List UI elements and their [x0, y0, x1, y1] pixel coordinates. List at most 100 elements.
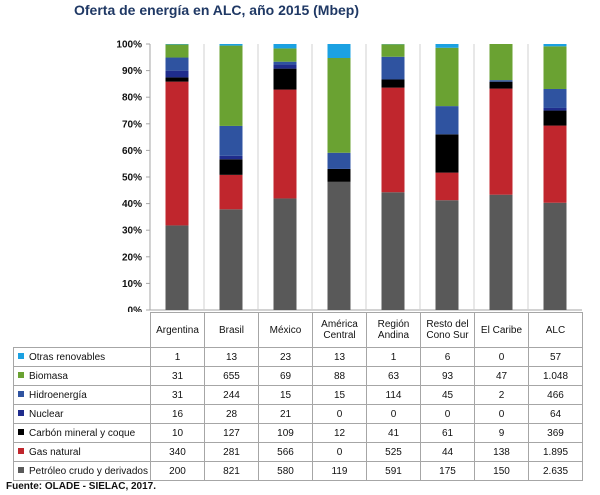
table-cell: 12 [312, 423, 367, 443]
bar-segment-carb-n-mineral-y-coque [165, 77, 189, 82]
legend-label: Biomasa [29, 370, 68, 382]
table-cell: 281 [204, 442, 259, 462]
legend-entry: Otras renovables [13, 347, 151, 367]
legend-label: Petróleo crudo y derivados [29, 465, 148, 477]
table-cell: 340 [150, 442, 205, 462]
bar-segment-hidroenerg-a [327, 152, 351, 169]
bar-segment-petr-leo-crudo-y-derivados [273, 198, 297, 310]
table-cell: 64 [528, 404, 583, 424]
y-tick-label: 20% [122, 252, 142, 263]
table-cell: 119 [312, 461, 367, 481]
table-col-header: Argentina [150, 312, 205, 348]
table-cell: 1.048 [528, 366, 583, 386]
bar-segment-nuclear [165, 70, 189, 78]
table-corner [13, 312, 151, 348]
table-cell: 114 [366, 385, 421, 405]
bar-segment-carb-n-mineral-y-coque [219, 159, 243, 175]
table-cell: 6 [420, 347, 475, 367]
bar-segment-gas-natural [489, 88, 513, 195]
table-cell: 0 [312, 404, 367, 424]
table-cell: 109 [258, 423, 313, 443]
table-row: Carbón mineral y coque 10 127 109 12 41 61 9 369 [13, 423, 583, 443]
table-cell: 15 [312, 385, 367, 405]
bar-segment-petr-leo-crudo-y-derivados [381, 192, 405, 310]
y-tick-label: 10% [122, 279, 142, 290]
legend-label: Otras renovables [29, 351, 106, 363]
bar-segment-petr-leo-crudo-y-derivados [165, 225, 189, 310]
table-col-header: Resto del Cono Sur [420, 312, 475, 348]
table-cell: 2.635 [528, 461, 583, 481]
bar-segment-gas-natural [435, 172, 459, 201]
legend-entry: Hidroenergía [13, 385, 151, 405]
legend-label: Nuclear [29, 408, 64, 420]
table-header-row: Argentina Brasil México América Central Regió… [13, 312, 583, 348]
table-cell: 0 [366, 404, 421, 424]
legend-entry: Carbón mineral y coque [13, 423, 151, 443]
bar-segment-biomasa [435, 47, 459, 107]
table-row: Hidroenergía 31 244 15 15 114 45 2 466 [13, 385, 583, 405]
table-row: Biomasa 31 655 69 88 63 93 47 1.048 [13, 366, 583, 386]
bar-segment-biomasa [165, 44, 189, 58]
table-cell: 93 [420, 366, 475, 386]
table-cell: 69 [258, 366, 313, 386]
table-cell: 13 [204, 347, 259, 367]
legend-swatch [18, 428, 24, 435]
legend-entry: Biomasa [13, 366, 151, 386]
table-row: Gas natural 340 281 566 0 525 44 138 1.895 [13, 442, 583, 462]
bar-segment-carb-n-mineral-y-coque [327, 168, 351, 182]
table-cell: 28 [204, 404, 259, 424]
bar-segment-nuclear [219, 155, 243, 160]
table-cell: 138 [474, 442, 529, 462]
table-cell: 31 [150, 366, 205, 386]
bar-segment-carb-n-mineral-y-coque [381, 79, 405, 88]
bar-segment-petr-leo-crudo-y-derivados [435, 200, 459, 310]
table-cell: 150 [474, 461, 529, 481]
y-tick-label: 80% [122, 93, 142, 104]
table-col-header: ALC [528, 312, 583, 348]
bar-segment-gas-natural [381, 87, 405, 193]
bar-segment-hidroenerg-a [219, 125, 243, 156]
bar-segment-biomasa [327, 58, 351, 153]
y-tick-label: 30% [122, 226, 142, 237]
bar-segment-petr-leo-crudo-y-derivados [543, 202, 567, 310]
table-cell: 1 [366, 347, 421, 367]
table-cell: 13 [312, 347, 367, 367]
bar-segment-gas-natural [273, 89, 297, 199]
table-cell: 0 [312, 442, 367, 462]
legend-label: Carbón mineral y coque [29, 427, 136, 439]
table-cell: 244 [204, 385, 259, 405]
bar-segment-carb-n-mineral-y-coque [435, 134, 459, 173]
table-cell: 23 [258, 347, 313, 367]
bar-segment-hidroenerg-a [489, 80, 513, 82]
table-cell: 21 [258, 404, 313, 424]
source-note: Fuente: OLADE - SIELAC, 2017. [6, 481, 157, 492]
table-cell: 57 [528, 347, 583, 367]
table-cell: 0 [420, 404, 475, 424]
bar-segment-otras-renovables [327, 44, 351, 58]
bar-segment-nuclear [543, 107, 567, 111]
bar-segment-otras-renovables [543, 44, 567, 47]
legend-swatch [18, 447, 24, 454]
table-col-header: México [258, 312, 313, 348]
table-col-header: El Caribe [474, 312, 529, 348]
bar-segment-hidroenerg-a [543, 88, 567, 108]
bar-segment-carb-n-mineral-y-coque [489, 81, 513, 89]
table-cell: 525 [366, 442, 421, 462]
table-cell: 47 [474, 366, 529, 386]
legend-swatch [18, 352, 24, 359]
bar-segment-biomasa [489, 44, 513, 81]
legend-label: Gas natural [29, 446, 81, 458]
table-cell: 821 [204, 461, 259, 481]
table-row: Otras renovables 1 13 23 13 1 6 0 57 [13, 347, 583, 367]
table-cell: 1.895 [528, 442, 583, 462]
table-cell: 2 [474, 385, 529, 405]
legend-label: Hidroenergía [29, 389, 87, 401]
y-tick-label: 0% [128, 306, 143, 313]
legend-entry: Gas natural [13, 442, 151, 462]
bar-segment-otras-renovables [273, 44, 297, 49]
table-cell: 369 [528, 423, 583, 443]
bar-segment-carb-n-mineral-y-coque [543, 110, 567, 126]
bar-segment-carb-n-mineral-y-coque [273, 68, 297, 90]
bar-segment-biomasa [381, 44, 405, 57]
table-cell: 175 [420, 461, 475, 481]
